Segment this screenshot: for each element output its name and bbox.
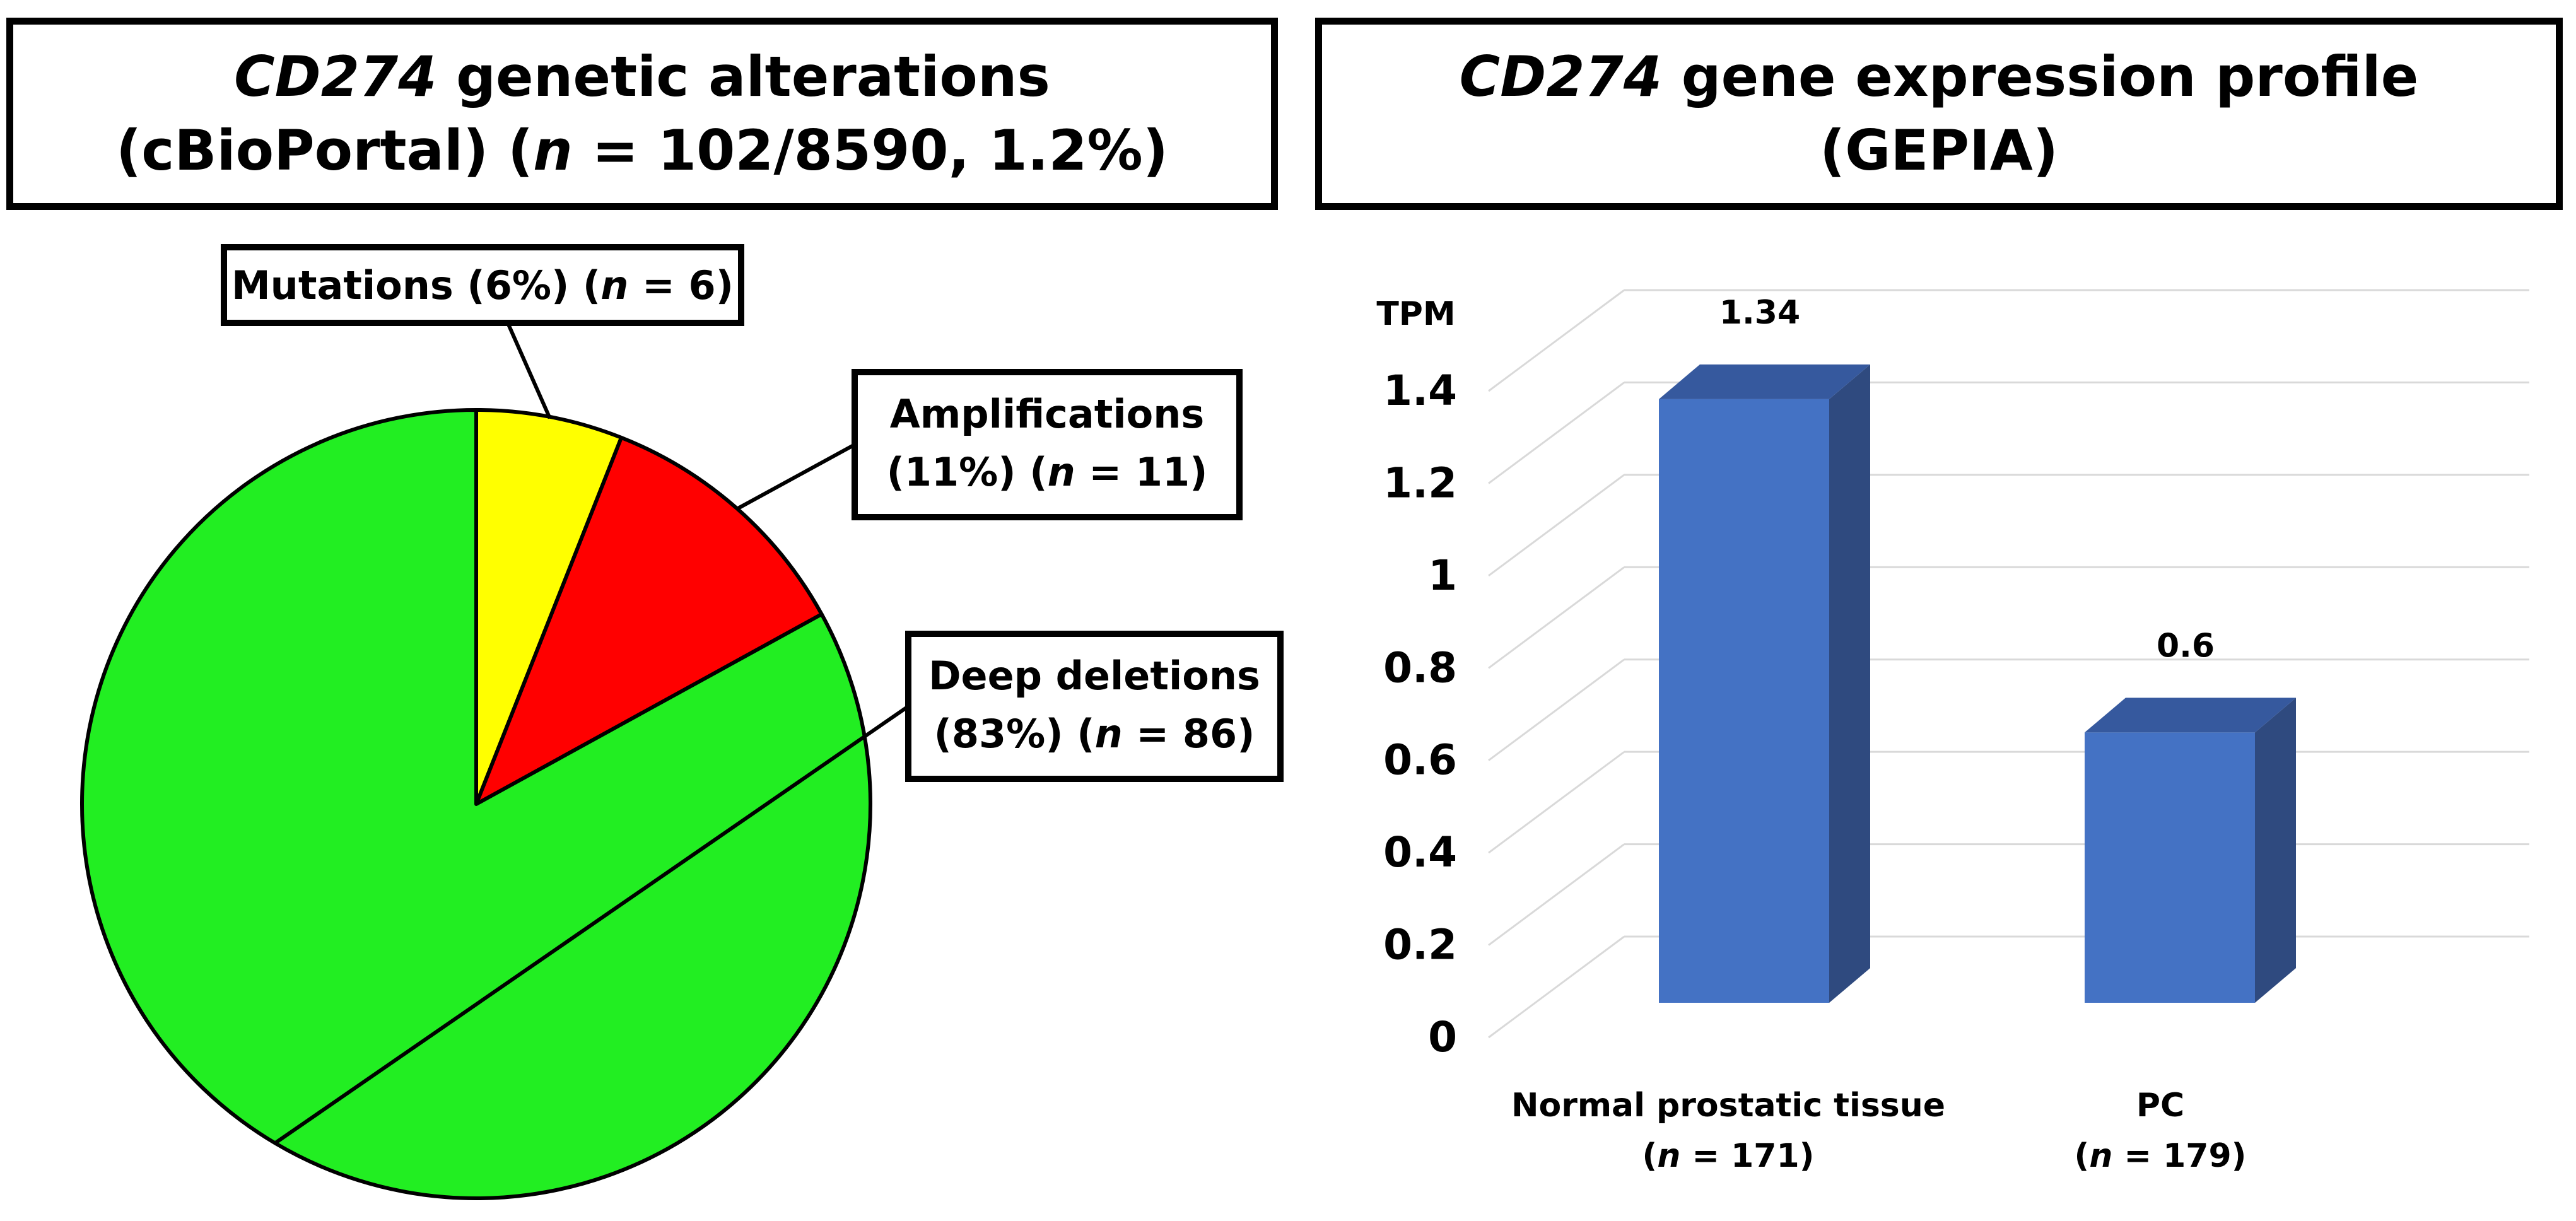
category-label-pc: PC [2136,1087,2184,1125]
gridline-diag-6 [1488,382,1625,484]
y-tick-label: 0.6 [1383,736,1457,785]
label-box-amplifications [852,369,1243,520]
leader-line-deep-deletions [275,704,910,1144]
category-label-normal: Normal prostatic tissue [1511,1087,1945,1125]
bar-front-pc [2085,732,2255,1003]
pie-slice-deep-deletions [80,408,872,1200]
gridline-diag-2 [1488,751,1625,854]
leader-line-mutations [506,322,552,419]
category-count-pc: (n = 179) [2075,1137,2247,1175]
gridline-diag-0 [1488,935,1625,1039]
pie-title-line1: CD274 genetic alterations [234,44,1050,110]
bar-top-pc [2085,698,2296,733]
bar-title-line2: (GEPIA) [1819,117,2059,183]
label-title-amplifications: Amplifications [890,391,1205,437]
bar-front-normal [1659,399,1829,1003]
pie-title-box: CD274 genetic alterations (cBioPortal) (… [6,18,1278,210]
label-box-mutations [221,244,744,326]
y-tick-label: 0.8 [1383,643,1457,692]
gridline-diag-3 [1488,658,1625,761]
label-title-deep-deletions: Deep deletions [928,653,1260,699]
gridline-diag-4 [1488,566,1625,669]
bar-side-normal [1829,364,1870,1003]
gridline-diag-7 [1488,289,1625,392]
category-count-normal: (n = 171) [1642,1137,1815,1175]
leader-line-amplifications [735,443,856,511]
label-text-mutations: Mutations (6%) (n = 6) [231,262,734,308]
label-count-deep-deletions: (83%) (n = 86) [934,711,1255,757]
pie-title-line2: (cBioPortal) (n = 102/8590, 1.2%) [116,117,1168,183]
label-box-deep-deletions [905,631,1284,782]
y-tick-label: 1 [1428,551,1457,600]
bar-title-box: CD274 gene expression profile (GEPIA) [1315,18,2563,210]
gridline-diag-5 [1488,474,1625,577]
y-axis-label: TPM [1376,295,1455,333]
y-tick-label: 0 [1428,1013,1457,1061]
y-tick-label: 1.4 [1383,366,1457,415]
y-tick-label: 0.2 [1383,921,1457,969]
value-label-pc: 0.6 [2157,627,2215,665]
value-label-normal: 1.34 [1719,294,1800,332]
y-tick-label: 1.2 [1383,459,1457,507]
bar-top-normal [1659,364,1870,399]
bar-side-pc [2255,698,2296,1003]
label-count-amplifications: (11%) (n = 11) [887,449,1208,495]
gridline-diag-1 [1488,843,1625,946]
y-tick-label: 0.4 [1383,828,1457,877]
bar-title-line1: CD274 gene expression profile [1459,44,2419,110]
